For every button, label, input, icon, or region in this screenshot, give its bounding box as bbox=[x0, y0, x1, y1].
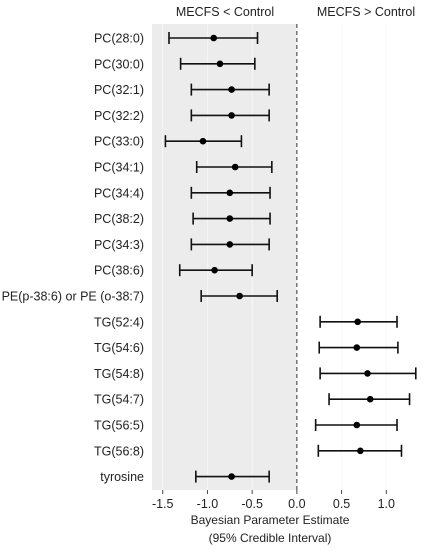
category-labels: PC(28:0) PC(30:0) PC(32:1) PC(32:2) PC(33:0)… bbox=[2, 32, 144, 485]
category-label: PC(34:3) bbox=[94, 238, 144, 252]
interval-row bbox=[317, 444, 403, 457]
category-label: PE(p-38:6) or PE (o-38:7) bbox=[2, 290, 144, 304]
x-tick-label: 1.0 bbox=[378, 497, 395, 511]
point-estimate bbox=[216, 60, 224, 68]
x-axis-ticks: -1.5 -1.0 -0.5 0.0 0.5 1.0 bbox=[152, 490, 395, 511]
point-estimate bbox=[210, 34, 218, 42]
point-estimate bbox=[226, 215, 234, 222]
category-label: PC(38:2) bbox=[94, 212, 144, 226]
category-label: PC(32:1) bbox=[94, 83, 144, 97]
category-label: PC(28:0) bbox=[94, 32, 144, 46]
point-estimate bbox=[228, 86, 235, 93]
category-label: TG(56:8) bbox=[94, 444, 144, 458]
category-label: PC(32:2) bbox=[94, 109, 144, 123]
category-label: PC(34:4) bbox=[94, 186, 144, 200]
category-label: TG(54:7) bbox=[94, 393, 144, 407]
point-estimate bbox=[228, 473, 235, 480]
point-estimate bbox=[364, 370, 371, 377]
x-tick-label: 0.5 bbox=[333, 497, 350, 511]
interval-row bbox=[178, 264, 253, 277]
negative-side-shading bbox=[152, 24, 297, 490]
interval-row bbox=[319, 315, 398, 328]
x-tick-label: -0.5 bbox=[241, 497, 263, 511]
interval-row bbox=[164, 135, 243, 148]
category-label: PC(30:0) bbox=[94, 57, 144, 71]
category-label: PC(38:6) bbox=[94, 264, 144, 278]
header-left: MECFS < Control bbox=[176, 5, 274, 19]
category-label: TG(52:4) bbox=[94, 315, 144, 329]
category-label: TG(54:6) bbox=[94, 341, 144, 355]
x-tick-label: 0.0 bbox=[288, 497, 305, 511]
point-estimate bbox=[357, 447, 364, 455]
interval-row bbox=[179, 57, 256, 70]
point-estimate bbox=[199, 137, 207, 145]
interval-row bbox=[314, 419, 398, 431]
interval-row bbox=[190, 83, 270, 96]
x-axis-title-line1: Bayesian Parameter Estimate bbox=[191, 513, 350, 527]
point-estimate bbox=[228, 112, 235, 119]
interval-row bbox=[328, 393, 411, 406]
estimate-marks bbox=[164, 32, 417, 483]
point-estimate bbox=[236, 292, 243, 300]
point-estimate bbox=[366, 395, 374, 403]
interval-row bbox=[190, 186, 271, 199]
interval-row bbox=[195, 470, 270, 483]
category-label: TG(54:8) bbox=[94, 367, 144, 381]
interval-row bbox=[200, 290, 278, 302]
interval-row bbox=[190, 109, 270, 122]
point-estimate bbox=[353, 421, 361, 429]
category-label: PC(33:0) bbox=[94, 135, 144, 149]
interval-row bbox=[192, 212, 271, 225]
category-label: TG(56:5) bbox=[94, 419, 144, 433]
interval-row bbox=[195, 161, 273, 173]
interval-row bbox=[319, 367, 417, 380]
interval-row bbox=[190, 238, 270, 251]
point-estimate bbox=[226, 241, 234, 248]
point-estimate bbox=[354, 318, 361, 326]
point-estimate bbox=[211, 266, 218, 274]
category-label: tyrosine bbox=[100, 470, 144, 484]
point-estimate bbox=[231, 163, 239, 171]
interval-row bbox=[318, 341, 399, 354]
x-axis-title-line2: (95% Credible Interval) bbox=[209, 531, 332, 545]
category-label: PC(34:1) bbox=[94, 161, 144, 175]
x-tick-label: -1.5 bbox=[152, 497, 174, 511]
point-estimate bbox=[226, 189, 234, 197]
x-tick-label: -1.0 bbox=[197, 497, 219, 511]
point-estimate bbox=[353, 344, 361, 351]
header-right: MECFS > Control bbox=[317, 5, 415, 19]
interval-row bbox=[168, 32, 259, 44]
